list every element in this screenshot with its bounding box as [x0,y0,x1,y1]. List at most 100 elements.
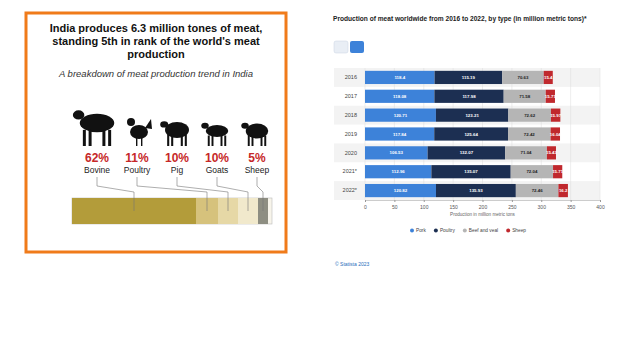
y-tick-label: 2016 [345,74,357,80]
tick-mark [512,200,513,202]
tick-mark [571,200,572,202]
icon-part [212,136,214,147]
data-label: 117.98 [462,94,476,99]
category-label: Pig [171,165,184,175]
text-line: standing 5th in rank of the world's meat [52,35,260,47]
grid [365,68,600,200]
bars [72,198,268,224]
toggle-button [350,41,364,53]
legend-item: Pork [410,228,426,233]
data-label: 16.2 [559,188,568,193]
animal-icon [201,123,228,146]
icon-part [252,136,254,147]
x-tick-label: 250 [508,204,517,210]
bar-segment [434,127,508,140]
legend-swatch [506,228,510,232]
value-label: 10% [205,151,229,165]
x-tick: 150 [449,200,458,210]
icon-part [264,136,266,147]
y-tick-label: 2018 [345,112,357,118]
data-label: 15.71 [552,169,564,174]
bar-segment [365,184,436,197]
icon-part [73,110,85,119]
data-label: 70.63 [517,75,529,80]
x-tick: 400 [596,200,605,210]
bar-segment [505,146,547,159]
value-label: 11% [125,151,149,165]
value-label: 10% [165,151,189,165]
data-label: 125.64 [464,132,478,137]
data-label: 123.21 [465,113,479,118]
bar-segment [431,165,510,178]
data-label: 16.04 [550,132,562,137]
bar-segment [558,184,568,197]
animal-icon [241,123,268,146]
x-tick: 300 [538,200,547,210]
value-label: 5% [248,151,266,165]
legend-swatch [434,228,438,232]
data-label: 112.96 [392,169,406,174]
y-tick-label: 2020 [345,150,357,156]
x-tick-label: 0 [364,204,367,210]
data-label: 15.4 [544,75,553,80]
y-tick-label: 2017 [345,93,357,99]
x-tick-label: 100 [420,204,429,210]
data-label: 135.07 [464,169,478,174]
y-tick: 2022* [343,187,365,193]
y-tick: 2018 [345,112,365,118]
legend: PorkPoultryBeef and vealSheep [410,228,526,233]
bar-segment [502,71,543,84]
x-tick-label: 50 [392,204,398,210]
panel-border [26,13,286,252]
leader-line [257,177,263,211]
tick-mark [541,200,542,202]
icon-part [141,138,142,146]
y-axis: 201620172018201920202021*2022* [343,69,366,201]
x-tick-label: 300 [538,204,547,210]
bar-segment [365,127,434,140]
x-axis-title: Production in million metric tons [450,212,516,217]
icon-part [201,123,209,129]
bar-segment [435,71,503,84]
text-line: production [127,48,185,60]
data-label: 72.46 [532,188,544,193]
leader-line [217,177,248,211]
tick-mark [600,200,601,202]
icon-part [160,121,168,127]
x-tick: 0 [364,200,367,210]
leader-line [137,177,207,211]
bar-segment [504,90,546,103]
icon-part [248,136,250,147]
infographic: India produces 6.3 million tones of meat… [26,13,286,252]
data-label: 15.97 [550,113,562,118]
data-label: 115.19 [462,75,476,80]
x-tick: 350 [567,200,576,210]
x-tick-label: 200 [479,204,488,210]
legend-label: Pork [416,228,426,233]
icon-part [167,135,169,146]
bar-segment [436,109,508,122]
y-tick-label: 2019 [345,131,357,137]
bar-segment [365,109,436,122]
category-label: Goats [206,165,229,175]
row-band [334,106,600,125]
grid-line [570,68,571,200]
data-label: 117.84 [393,132,407,137]
legend-swatch [463,228,467,232]
x-tick-label: 350 [567,204,576,210]
text-line: Production of meat worldwide from 2016 t… [333,15,587,23]
animal-icon [160,121,189,146]
icon-part [181,135,183,146]
bar-segment [508,109,551,122]
value-label: 62% [85,151,109,165]
grid-line [600,68,601,200]
animal-icon [127,118,152,146]
data-label: 120.71 [394,113,408,118]
y-tick: 2019 [345,131,365,137]
row-band [334,181,600,200]
row-band [334,68,600,87]
bar-segment [544,71,553,84]
category-label: Bovine [84,165,110,175]
data-label: 120.82 [394,188,408,193]
legend-label: Poultry [440,228,456,233]
